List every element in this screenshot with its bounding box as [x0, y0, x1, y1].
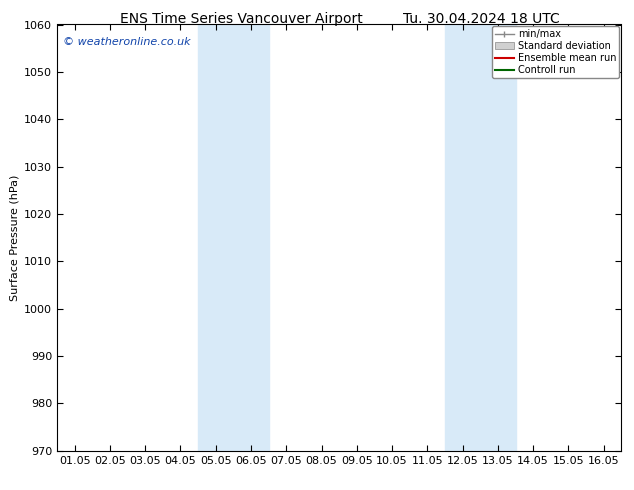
- Bar: [198, 24, 269, 451]
- Y-axis label: Surface Pressure (hPa): Surface Pressure (hPa): [10, 174, 20, 301]
- Text: ENS Time Series Vancouver Airport: ENS Time Series Vancouver Airport: [120, 12, 362, 26]
- Bar: [445, 24, 515, 451]
- Text: © weatheronline.co.uk: © weatheronline.co.uk: [63, 37, 190, 48]
- Text: Tu. 30.04.2024 18 UTC: Tu. 30.04.2024 18 UTC: [403, 12, 560, 26]
- Legend: min/max, Standard deviation, Ensemble mean run, Controll run: min/max, Standard deviation, Ensemble me…: [492, 26, 619, 78]
